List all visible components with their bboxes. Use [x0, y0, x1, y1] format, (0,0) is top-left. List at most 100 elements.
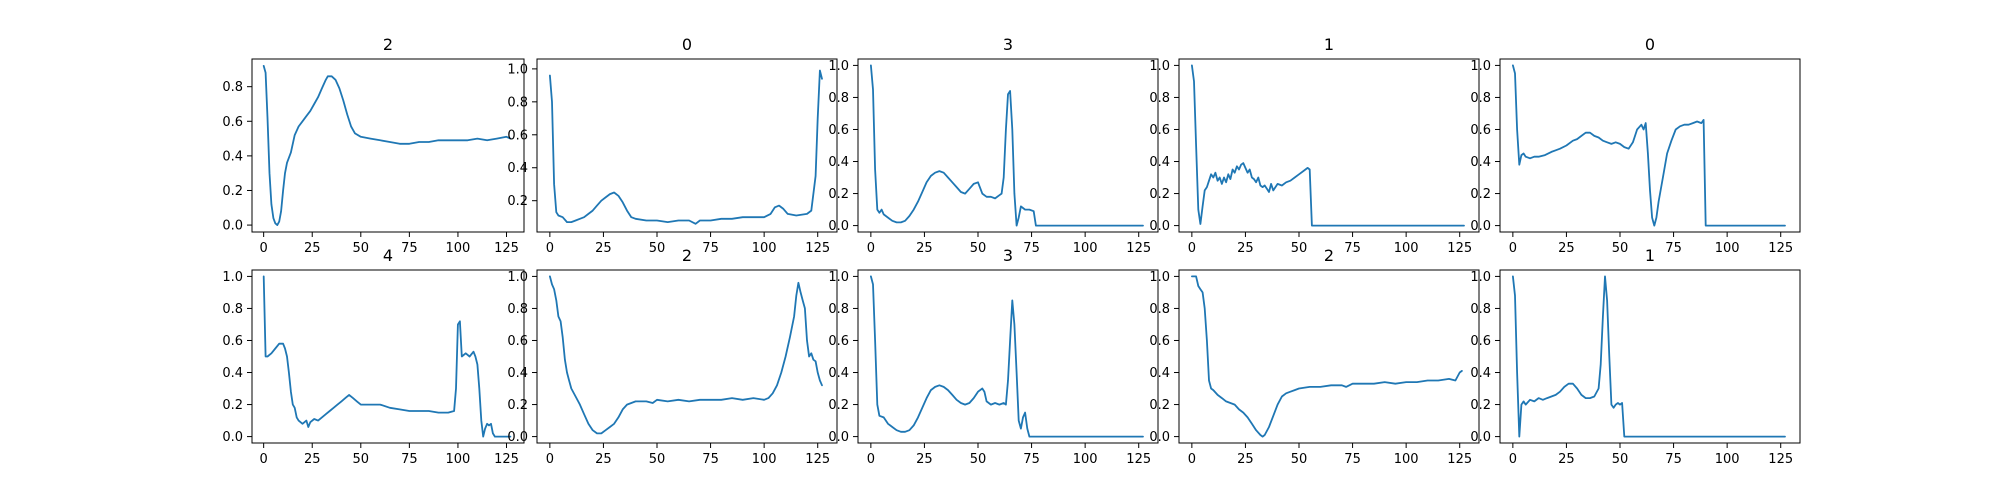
chart-8-ytick-label-2: 0.4	[1149, 366, 1170, 381]
chart-4-title: 0	[1645, 35, 1655, 54]
chart-4-series-line-0	[1512, 64, 1786, 227]
chart-1-ytick-label-2: 0.6	[507, 128, 528, 143]
chart-1-ytick-label-0: 0.2	[507, 194, 528, 209]
chart-8-ytick-label-5: 1.0	[1149, 270, 1170, 285]
chart-9-ytick-label-0: 0.0	[1470, 430, 1491, 445]
chart-5-xtick-label-3: 75	[401, 452, 418, 467]
chart-2-ytick-label-3: 0.6	[828, 123, 849, 138]
chart-3-series-line-0	[1191, 64, 1465, 227]
chart-2-xtick-label-3: 75	[1023, 241, 1040, 256]
chart-2-ytick-label-2: 0.4	[828, 155, 849, 170]
chart-1-ytick-label-4: 1.0	[507, 62, 528, 77]
chart-7-ytick-label-4: 0.8	[828, 302, 849, 317]
chart-4-xtick-label-5: 125	[1768, 241, 1793, 256]
chart-4-xtick-label-2: 50	[1612, 241, 1629, 256]
chart-0-xtick-label-0: 0	[260, 241, 268, 256]
chart-0-frame	[251, 58, 525, 233]
chart-3-ytick-label-4: 0.8	[1149, 91, 1170, 106]
chart-7-xtick-label-5: 125	[1126, 452, 1151, 467]
chart-2-ytick-label-0: 0.0	[828, 219, 849, 234]
chart-4-ytick-label-1: 0.2	[1470, 187, 1491, 202]
chart-6-ytick-label-0: 0.0	[507, 430, 528, 445]
chart-1-xtick-label-4: 100	[752, 241, 777, 256]
chart-0-ytick-label-1: 0.2	[222, 184, 243, 199]
chart-3-ytick-label-5: 1.0	[1149, 59, 1170, 74]
chart-4-ytick-label-3: 0.6	[1470, 123, 1491, 138]
chart-6-xtick-label-3: 75	[702, 452, 719, 467]
chart-3-xtick-label-3: 75	[1344, 241, 1361, 256]
chart-4-frame	[1499, 58, 1801, 233]
chart-0-title: 2	[383, 35, 393, 54]
chart-2-xtick-label-0: 0	[867, 241, 875, 256]
chart-0-ytick-label-2: 0.4	[222, 149, 243, 164]
chart-9-xtick-label-3: 75	[1665, 452, 1682, 467]
chart-0-ytick-label-3: 0.6	[222, 115, 243, 130]
chart-5-xtick-label-1: 25	[304, 452, 321, 467]
chart-5-ytick-label-1: 0.2	[222, 398, 243, 413]
chart-7-ytick-label-5: 1.0	[828, 270, 849, 285]
chart-7-xtick-label-0: 0	[867, 452, 875, 467]
chart-2-xtick-label-1: 25	[916, 241, 933, 256]
chart-6-ytick-label-3: 0.6	[507, 334, 528, 349]
chart-9-xtick-label-5: 125	[1768, 452, 1793, 467]
chart-6-series-line-0	[549, 275, 823, 435]
chart-7-title: 3	[1003, 246, 1013, 265]
chart-1-xtick-label-1: 25	[595, 241, 612, 256]
chart-3-xtick-label-2: 50	[1291, 241, 1308, 256]
chart-1-ytick-label-1: 0.4	[507, 161, 528, 176]
chart-6-xtick-label-0: 0	[546, 452, 554, 467]
chart-6-ytick-label-4: 0.8	[507, 302, 528, 317]
chart-8-xtick-label-5: 125	[1447, 452, 1472, 467]
chart-1-frame	[536, 58, 838, 233]
chart-5-ytick-label-5: 1.0	[222, 270, 243, 285]
chart-6-ytick-label-2: 0.4	[507, 366, 528, 381]
chart-8: 2 0 25 50 75 100 125 0.0 0.2 0.4 0.6 0.8 1.0	[1149, 246, 1480, 467]
chart-0: 2 0 25 50 75 100 125 0.0 0.2 0.4 0.6 0.8	[222, 35, 525, 256]
chart-9-ytick-label-3: 0.6	[1470, 334, 1491, 349]
chart-8-frame	[1178, 269, 1480, 444]
chart-1-title: 0	[682, 35, 692, 54]
chart-4-xtick-label-3: 75	[1665, 241, 1682, 256]
chart-3-xtick-label-0: 0	[1188, 241, 1196, 256]
chart-5-xtick-label-0: 0	[260, 452, 268, 467]
chart-6-frame	[536, 269, 838, 444]
chart-3-xtick-label-1: 25	[1237, 241, 1254, 256]
chart-9-frame	[1499, 269, 1801, 444]
chart-9-ytick-label-5: 1.0	[1470, 270, 1491, 285]
chart-2-series-line-0	[870, 64, 1144, 227]
chart-7-xtick-label-4: 100	[1073, 452, 1098, 467]
chart-2-xtick-label-5: 125	[1126, 241, 1151, 256]
chart-6-xtick-label-1: 25	[595, 452, 612, 467]
chart-4: 0 0 25 50 75 100 125 0.0 0.2 0.4 0.6 0.8 1.0	[1470, 35, 1801, 256]
chart-8-ytick-label-0: 0.0	[1149, 430, 1170, 445]
chart-6-xtick-label-5: 125	[805, 452, 830, 467]
chart-4-ytick-label-4: 0.8	[1470, 91, 1491, 106]
chart-7-ytick-label-0: 0.0	[828, 430, 849, 445]
chart-4-ytick-label-2: 0.4	[1470, 155, 1491, 170]
chart-6-title: 2	[682, 246, 692, 265]
chart-7-ytick-label-3: 0.6	[828, 334, 849, 349]
chart-6-ytick-label-1: 0.2	[507, 398, 528, 413]
chart-0-xtick-label-4: 100	[446, 241, 471, 256]
chart-8-series-line-0	[1191, 275, 1463, 438]
chart-9: 1 0 25 50 75 100 125 0.0 0.2 0.4 0.6 0.8 1.0	[1470, 246, 1801, 467]
chart-7: 3 0 25 50 75 100 125 0.0 0.2 0.4 0.6 0.8 1.0	[828, 246, 1159, 467]
chart-3-ytick-label-0: 0.0	[1149, 219, 1170, 234]
chart-8-ytick-label-4: 0.8	[1149, 302, 1170, 317]
chart-4-xtick-label-4: 100	[1715, 241, 1740, 256]
chart-8-title: 2	[1324, 246, 1334, 265]
chart-5-ytick-label-3: 0.6	[222, 334, 243, 349]
chart-1-ytick-label-3: 0.8	[507, 95, 528, 110]
chart-1-xtick-label-3: 75	[702, 241, 719, 256]
chart-5-ytick-label-0: 0.0	[222, 430, 243, 445]
chart-5-xtick-label-4: 100	[446, 452, 471, 467]
chart-3-frame	[1178, 58, 1480, 233]
chart-6-ytick-label-5: 1.0	[507, 270, 528, 285]
chart-2-ytick-label-1: 0.2	[828, 187, 849, 202]
chart-9-xtick-label-4: 100	[1715, 452, 1740, 467]
chart-6-xtick-label-2: 50	[649, 452, 666, 467]
chart-4-ytick-label-0: 0.0	[1470, 219, 1491, 234]
chart-1-xtick-label-5: 125	[805, 241, 830, 256]
chart-9-ytick-label-4: 0.8	[1470, 302, 1491, 317]
chart-0-xtick-label-2: 50	[353, 241, 370, 256]
